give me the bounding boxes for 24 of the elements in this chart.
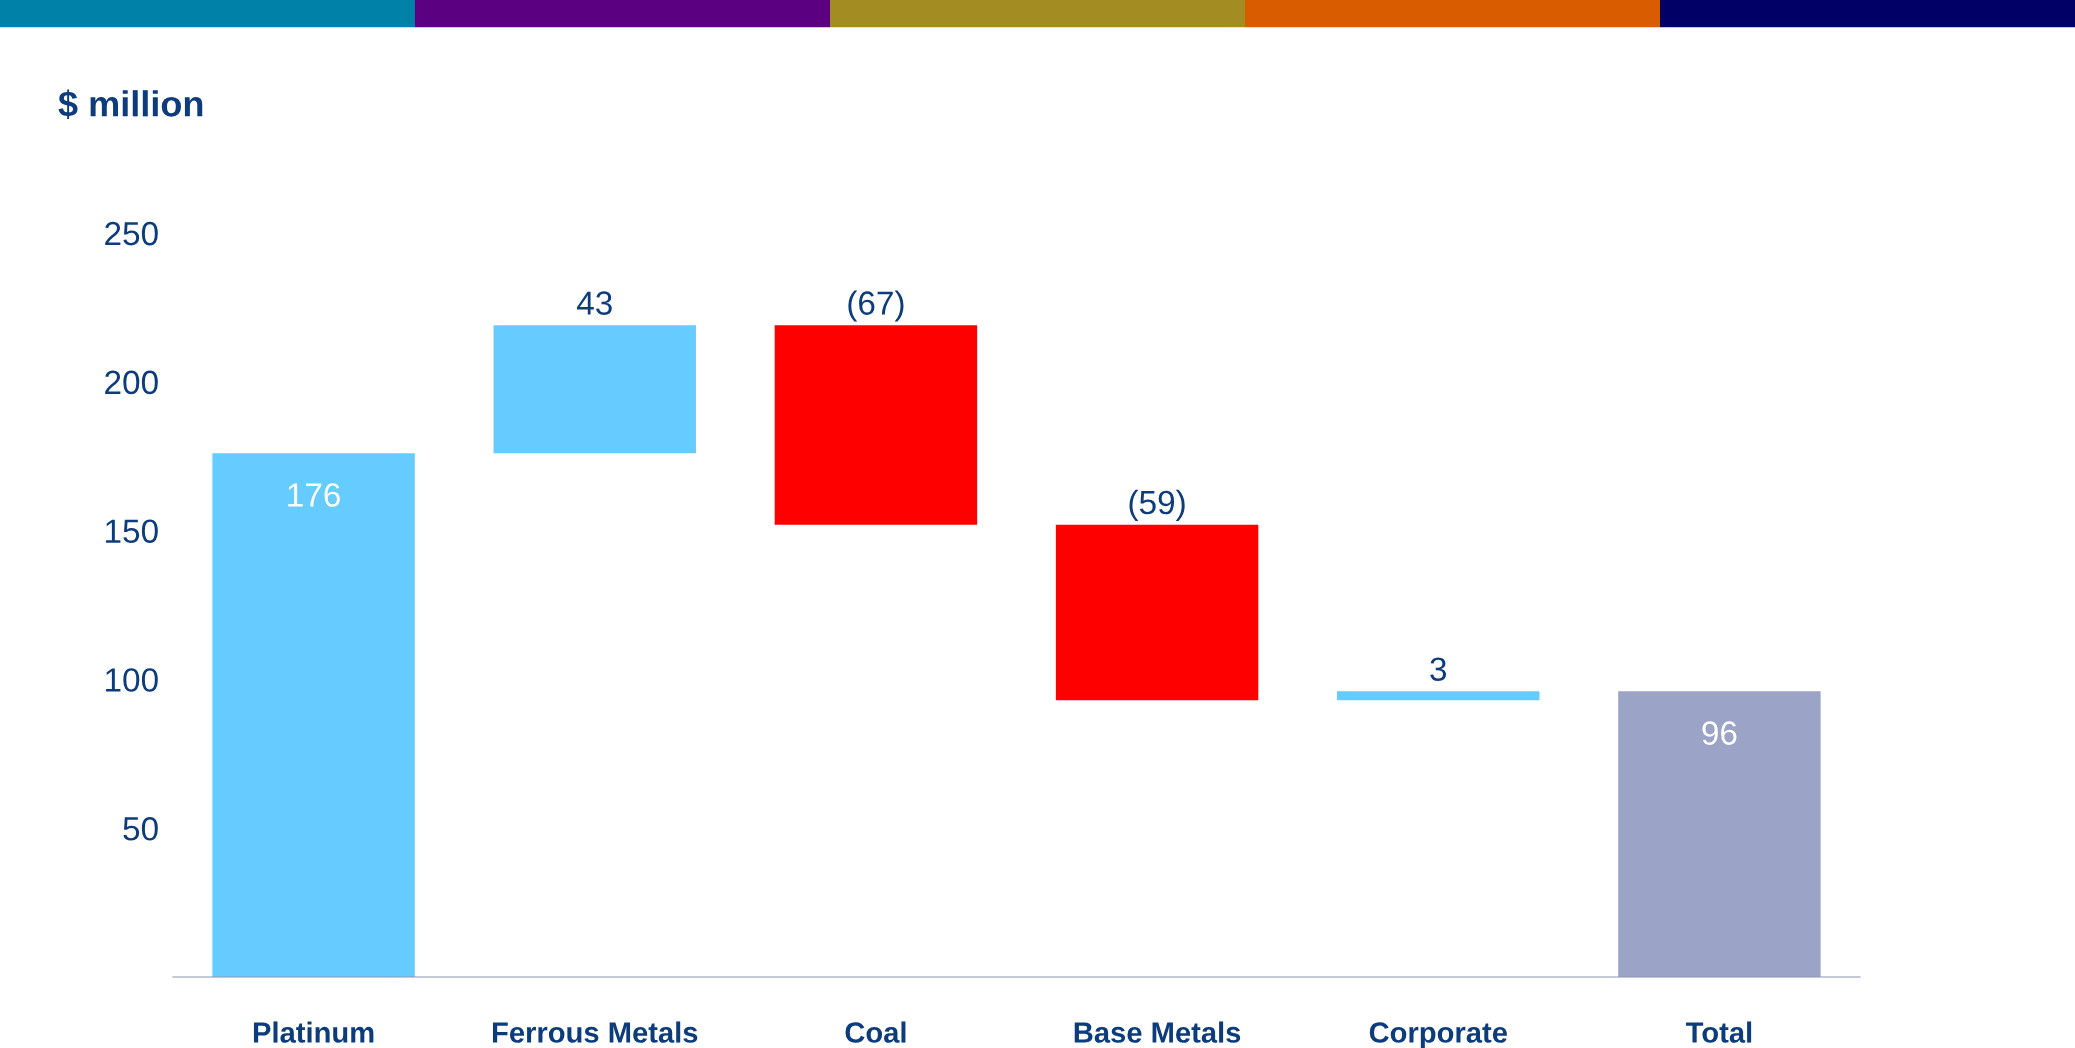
data-label: (67) — [848, 290, 904, 322]
data-label: 3 — [1430, 657, 1447, 681]
y-tick-label: 250 — [105, 221, 158, 246]
y-tick-label: 200 — [105, 370, 158, 395]
x-tick-label: Platinum — [253, 1021, 374, 1043]
y-tick-label: 150 — [106, 519, 158, 544]
data-label: 43 — [576, 291, 612, 315]
x-tick-label: Corporate — [1369, 1022, 1507, 1048]
bar — [1055, 524, 1259, 701]
bar — [493, 325, 696, 454]
bar — [1337, 691, 1540, 701]
bar — [1618, 691, 1821, 977]
data-label: 176 — [288, 483, 340, 507]
data-label: 96 — [1702, 721, 1737, 745]
x-tick-label: Ferrous Metals — [492, 1021, 698, 1043]
bar — [774, 325, 978, 525]
data-label: (59) — [1129, 489, 1185, 521]
y-tick-label: 100 — [106, 668, 158, 692]
y-tick-label: 50 — [123, 817, 158, 841]
x-tick-label: Base Metals — [1074, 1021, 1241, 1043]
x-tick-label: Coal — [845, 1021, 906, 1043]
y-axis-title: $ million — [58, 89, 203, 120]
x-tick-label: Total — [1685, 1021, 1752, 1043]
bar — [212, 453, 415, 977]
